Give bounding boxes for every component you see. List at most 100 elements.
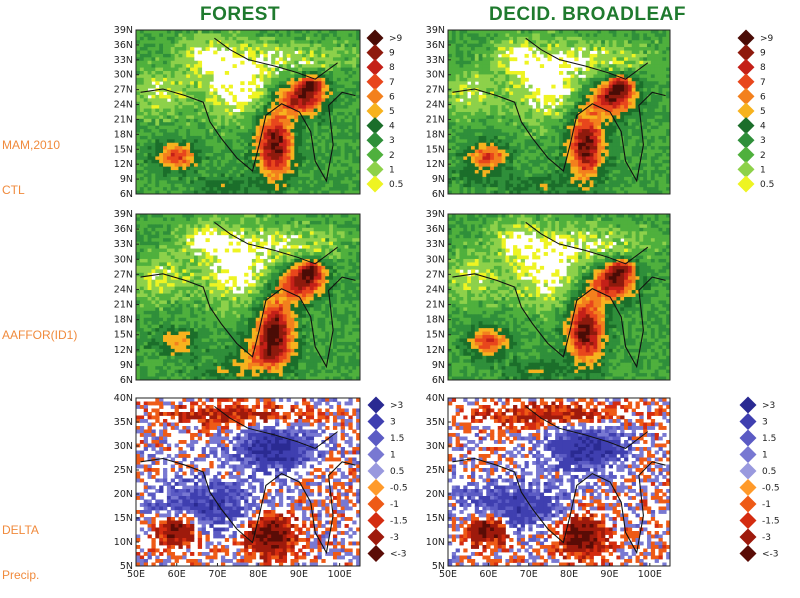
map-cell [666,173,671,178]
map-cell [643,30,648,34]
map-cell [635,67,640,72]
map-cell [509,71,514,75]
map-cell [290,159,295,164]
map-cell [574,118,579,123]
map-cell [482,166,487,171]
map-cell [136,146,141,150]
map-cell [147,84,152,89]
map-cell [482,81,487,86]
map-cell [627,118,633,123]
map-cell [578,159,583,164]
map-cell [151,153,156,157]
map-cell [267,142,272,147]
map-cell [220,153,226,157]
map-cell [178,190,183,195]
map-cell [298,101,303,106]
map-cell [459,94,464,99]
map-cell [248,47,253,51]
map-cell [317,67,322,72]
map-cell [559,129,564,133]
map-cell [593,118,598,123]
map-cell [348,187,353,191]
map-cell [570,77,575,82]
map-cell [497,115,502,120]
panel-frame [135,29,361,195]
map-cell [143,108,148,113]
map-cell [302,94,307,99]
map-cell [509,142,514,147]
map-cell [259,183,264,188]
map-cell [286,36,291,41]
map-cell [543,115,548,120]
map-cell [585,159,591,164]
map-cell [474,71,480,75]
map-cell [174,81,179,86]
map-cell [217,105,222,109]
map-cell [470,74,476,79]
map-cell [209,153,214,157]
map-cell [543,170,548,174]
map-cell [321,108,326,113]
map-cell [516,43,522,48]
map-cell [639,159,644,164]
map-cell [344,105,349,109]
map-cell [213,187,218,191]
map-cell [286,135,291,140]
map-cell [271,149,276,154]
map-cell [147,67,152,72]
map-cell [251,118,257,123]
map-cell [275,60,280,65]
map-cell [325,64,330,68]
map-cell [620,122,625,127]
map-cell [136,125,141,130]
map-cell [581,71,587,75]
map-cell [186,33,191,38]
map-cell [490,53,495,58]
map-cell [543,176,548,181]
map-cell [340,53,345,58]
map-cell [275,91,280,96]
map-cell [608,125,613,130]
map-cell [547,146,552,150]
map-cell [467,64,472,68]
map-cell [650,50,656,55]
map-cell [136,153,141,157]
map-cell [136,60,141,65]
map-cell [240,43,245,48]
map-cell [294,77,299,82]
map-cell [593,53,598,58]
map-cell [348,53,353,58]
map-cell [470,30,476,34]
map-cell [178,40,183,45]
map-cell [224,187,230,191]
map-cell [213,149,218,154]
map-cell [282,36,288,41]
map-cell [205,190,210,195]
map-cell [186,36,191,41]
map-cell [205,180,210,185]
map-cell [650,156,656,161]
map-cell [325,71,330,75]
map-cell [662,30,667,34]
map-cell [647,173,652,178]
map-cell [325,67,330,72]
map-cell [470,77,476,82]
map-cell [271,71,276,75]
map-cell [201,159,206,164]
map-cell [505,115,510,120]
map-cell [313,60,318,65]
map-cell [356,190,361,195]
map-cell [597,71,602,75]
map-cell [317,146,322,150]
map-cell [536,108,541,113]
map-cell [352,105,357,109]
map-cell [497,163,502,168]
map-cell [578,43,583,48]
map-cell [624,115,629,120]
map-cell [551,159,556,164]
map-cell [597,57,602,62]
map-cell [313,74,318,79]
map-cell [151,146,156,150]
map-cell [451,40,457,45]
map-cell [340,36,345,41]
